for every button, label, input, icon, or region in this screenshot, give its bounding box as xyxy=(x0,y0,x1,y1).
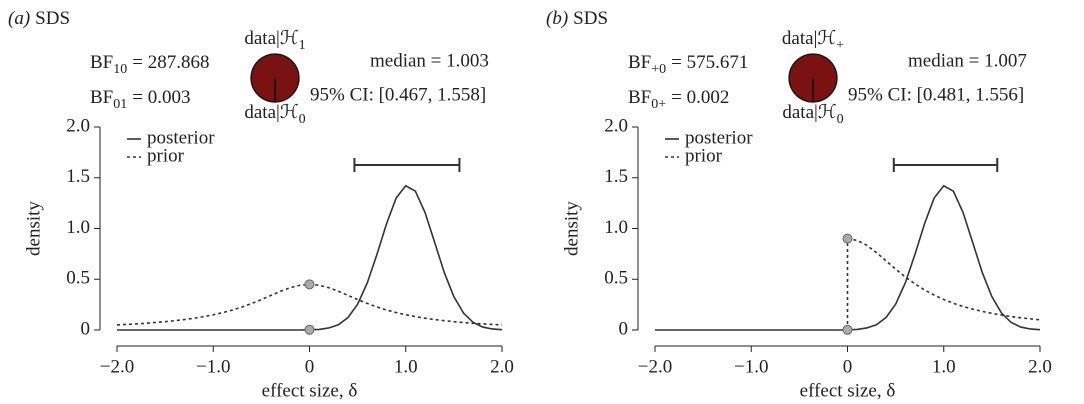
legend-label: prior xyxy=(147,145,185,166)
y-tick-label: 1.0 xyxy=(604,217,628,238)
x-tick-label: 1.0 xyxy=(932,356,956,377)
pie-label-sub: 0 xyxy=(299,112,306,127)
bayes-factor-main: BF xyxy=(90,52,113,73)
y-tick-label: 0.5 xyxy=(604,268,628,289)
bayes-factor-sub: +0 xyxy=(651,62,666,77)
legend-label: posterior xyxy=(685,127,753,148)
bayes-factor-sub: 0+ xyxy=(651,97,666,112)
x-tick-label: 1.0 xyxy=(394,356,418,377)
x-axis-label: effect size, δ xyxy=(800,380,896,401)
density-point xyxy=(842,324,853,335)
panel-title: (a) SDS xyxy=(8,8,70,29)
bayes-factor-rest: = 287.868 xyxy=(132,52,209,73)
median-label: median = 1.003 xyxy=(370,50,489,71)
bayes-factor-sub: 01 xyxy=(113,97,127,112)
pie-label-main: data|ℋ xyxy=(782,102,836,123)
x-axis-label: effect size, δ xyxy=(262,380,358,401)
density-point xyxy=(842,233,853,244)
x-tick-label: 0 xyxy=(843,356,853,377)
legend-label: posterior xyxy=(147,127,215,148)
y-tick-label: 1.5 xyxy=(604,166,628,187)
panel-name: SDS xyxy=(573,8,608,29)
y-axis-label: density xyxy=(561,201,582,256)
y-tick-label: 0.5 xyxy=(66,268,90,289)
bayes-factor-main: BF xyxy=(628,52,651,73)
series-line xyxy=(116,283,503,326)
bayes-factor: BF+0 = 575.671 xyxy=(628,52,748,77)
bayes-factor-main: BF xyxy=(90,87,113,108)
x-tick-label: −2.0 xyxy=(638,356,672,377)
bayes-factor-sub: 10 xyxy=(113,62,127,77)
ci-label: 95% CI: [0.481, 1.556] xyxy=(848,84,1024,105)
pie-label: data|ℋ0 xyxy=(782,102,843,127)
y-axis-label: density xyxy=(23,201,44,256)
x-tick-label: 2.0 xyxy=(1028,356,1052,377)
x-tick-label: −1.0 xyxy=(734,356,768,377)
pie-label: data|ℋ0 xyxy=(244,102,305,127)
pie-label-sub: 1 xyxy=(299,38,306,53)
pie-label-main: data|ℋ xyxy=(244,28,298,49)
pie-label-sub: + xyxy=(836,38,844,53)
pie-label: data|ℋ+ xyxy=(782,28,844,53)
ci-label: 95% CI: [0.467, 1.558] xyxy=(310,84,486,105)
panel-letter: (a) xyxy=(8,8,30,29)
panel-name: SDS xyxy=(35,8,70,29)
bayes-factor-rest: = 0.003 xyxy=(132,87,190,108)
series-line xyxy=(117,184,503,331)
y-tick-label: 0 xyxy=(619,318,629,339)
bayes-factor: BF10 = 287.868 xyxy=(90,52,209,77)
bayes-factor: BF0+ = 0.002 xyxy=(628,87,729,112)
bayes-factor-main: BF xyxy=(628,87,651,108)
bayes-factor-rest: = 575.671 xyxy=(671,52,748,73)
x-tick-label: −1.0 xyxy=(196,356,230,377)
pie-label-main: data|ℋ xyxy=(244,102,298,123)
x-tick-label: 2.0 xyxy=(490,356,514,377)
pie-label-sub: 0 xyxy=(837,112,844,127)
x-tick-label: 0 xyxy=(305,356,315,377)
y-tick-label: 1.5 xyxy=(66,166,90,187)
pie-label: data|ℋ1 xyxy=(244,28,305,53)
y-tick-label: 0 xyxy=(81,318,91,339)
panel-letter: (b) xyxy=(546,8,568,29)
y-tick-label: 2.0 xyxy=(66,115,90,136)
panel-title: (b) SDS xyxy=(546,8,608,29)
median-label: median = 1.007 xyxy=(908,50,1027,71)
x-tick-label: −2.0 xyxy=(100,356,134,377)
y-tick-label: 2.0 xyxy=(604,115,628,136)
series-line xyxy=(847,237,1041,321)
density-point xyxy=(304,279,315,290)
bayes-factor-rest: = 0.002 xyxy=(671,87,729,108)
pie-label-main: data|ℋ xyxy=(782,28,836,49)
density-point xyxy=(304,324,315,335)
legend-label: prior xyxy=(685,145,723,166)
bayes-factor: BF01 = 0.003 xyxy=(90,87,190,112)
y-tick-label: 1.0 xyxy=(66,217,90,238)
